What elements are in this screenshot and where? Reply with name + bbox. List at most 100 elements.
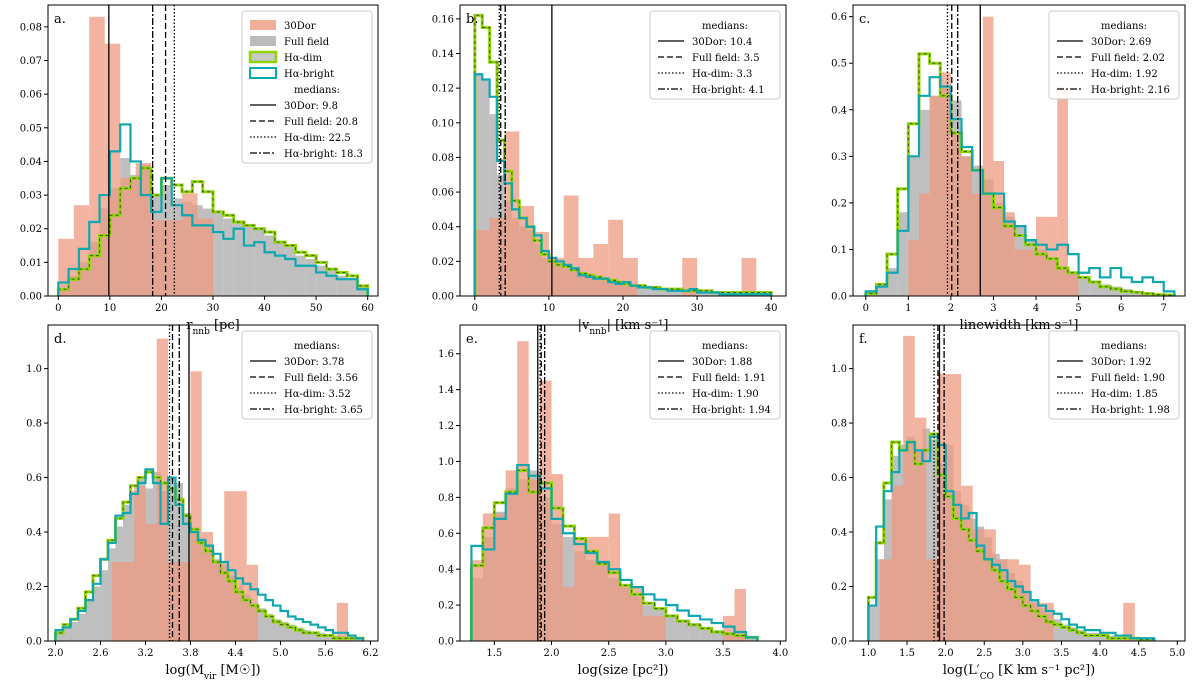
legend: medians: 30Dor: 10.4 Full field: 3.5 Hα-dim… [649, 10, 781, 100]
dor30-bar [1067, 272, 1079, 296]
full-field-bar [711, 630, 724, 641]
legend-median-label: Full field: 1.91 [692, 373, 766, 384]
x-tick-label: 40 [765, 303, 778, 314]
full-field-bar [930, 439, 938, 641]
x-tick-label: 50 [310, 303, 323, 314]
x-tick-label: 60 [361, 303, 374, 314]
y-tick-label: 0.4 [26, 528, 42, 539]
x-tick-label: 2.5 [601, 648, 617, 659]
dor30-bar [654, 615, 666, 641]
y-tick-label: 0.08 [20, 22, 42, 33]
x-tick-label: 2 [948, 303, 954, 314]
dor30-bar [168, 562, 180, 641]
y-tick-label: 0.0 [831, 637, 847, 648]
y-tick-label: 0.04 [20, 157, 42, 168]
x-tick-label: 3.5 [1054, 648, 1070, 659]
legend-median-label: 30Dor: 3.78 [284, 357, 344, 368]
dor30-bar [631, 587, 644, 641]
dor30-bar [179, 562, 191, 641]
full-field-bar [1078, 277, 1090, 296]
legend-label: Full field [284, 37, 330, 48]
x-axis-label-main: log(L′ [943, 663, 980, 678]
y-tick-label: 0.2 [831, 198, 847, 209]
dor30-bar [73, 205, 90, 296]
full-field-bar [85, 600, 93, 641]
x-tick-label: 3.5 [715, 648, 731, 659]
dor30-bar [1057, 86, 1068, 296]
y-tick-label: 0.10 [432, 118, 454, 129]
dor30-bar [880, 559, 892, 641]
dor30-bar [608, 219, 623, 296]
dor30-bar [741, 257, 757, 296]
legend-median-label: Hα-dim: 3.52 [284, 389, 351, 400]
panel-label: e. [466, 332, 478, 347]
x-tick-label: 1.0 [860, 648, 876, 659]
x-tick-label: 0 [863, 303, 869, 314]
dor30-bar [891, 485, 904, 641]
y-tick-label: 0.04 [432, 222, 454, 233]
legend: medians: 30Dor: 1.88 Full field: 1.91 Hα-di… [649, 330, 781, 420]
legend-medians-title: medians: [294, 341, 340, 352]
full-field-bar [667, 290, 675, 296]
dor30-bar [961, 485, 973, 641]
x-tick-label: 5.0 [273, 648, 289, 659]
full-field-bar [295, 255, 306, 296]
x-tick-label: 6.2 [363, 648, 379, 659]
y-tick-label: 0.02 [432, 257, 454, 268]
dor30-bar [585, 536, 598, 641]
dor30-bar [89, 16, 105, 296]
legend-median-label: Hα-dim: 1.90 [692, 389, 759, 400]
dor30-bar [984, 529, 996, 641]
full-field-bar [697, 292, 705, 296]
y-tick-label: 0.4 [438, 565, 454, 576]
dor30-bar [58, 238, 74, 296]
x-tick-label: 1.5 [486, 648, 502, 659]
panel-label: a. [54, 12, 66, 27]
full-field-bar [652, 289, 661, 296]
x-tick-label: 5.0 [1169, 648, 1185, 659]
x-axis-label-sub: nnb [589, 327, 607, 337]
full-field-bar [336, 275, 348, 296]
dor30-bar [926, 559, 938, 641]
full-field-bar [93, 586, 101, 641]
dor30-bar [608, 513, 621, 641]
full-field-bar [168, 477, 176, 641]
full-field-bar [326, 269, 337, 296]
legend-median-label: 30Dor: 10.4 [692, 37, 752, 48]
dor30-bar [111, 562, 123, 641]
full-field-bar [273, 619, 281, 641]
x-tick-label: 4.0 [1092, 648, 1108, 659]
panel-c: 0 1 2 3 4 5 6 70.00.10.20.30.40.50.6 c.linewidth… [831, 4, 1186, 333]
full-field-bar [274, 242, 286, 296]
legend-median-label: Full field: 20.8 [284, 117, 358, 128]
dor30-bar [224, 491, 236, 641]
full-field-bar [233, 221, 244, 296]
dor30-bar [1030, 602, 1043, 641]
dor30-bar [1014, 249, 1026, 296]
y-tick-label: 0.5 [831, 59, 847, 70]
x-axis-label-unit: [K km s⁻¹ pc²]) [994, 663, 1095, 678]
full-field-bar [677, 619, 689, 641]
dor30-bar [120, 178, 136, 296]
y-tick-label: 0.06 [432, 188, 454, 199]
y-tick-label: 0.8 [26, 419, 42, 430]
h-alpha-bright-step [470, 463, 759, 641]
legend-median-label: Full field: 2.02 [1091, 53, 1165, 64]
full-field-bar [288, 624, 296, 641]
full-field-bar [489, 114, 498, 296]
x-tick-label: 20 [617, 303, 630, 314]
h-alpha-dim-step-dash [57, 167, 369, 296]
dor30-bar [682, 257, 698, 296]
legend-median-label: Hα-bright: 1.98 [1091, 405, 1170, 416]
dor30-bar [982, 16, 994, 296]
full-field-bar [1061, 624, 1070, 641]
x-axis-label-main: log(M [165, 663, 204, 678]
full-field-bar [745, 637, 758, 641]
full-field-bar [305, 258, 317, 296]
dor30-bar [551, 474, 563, 641]
x-tick-label: 40 [258, 303, 271, 314]
dor30-bar [563, 195, 579, 296]
x-axis-label-sub: vir [203, 672, 217, 682]
